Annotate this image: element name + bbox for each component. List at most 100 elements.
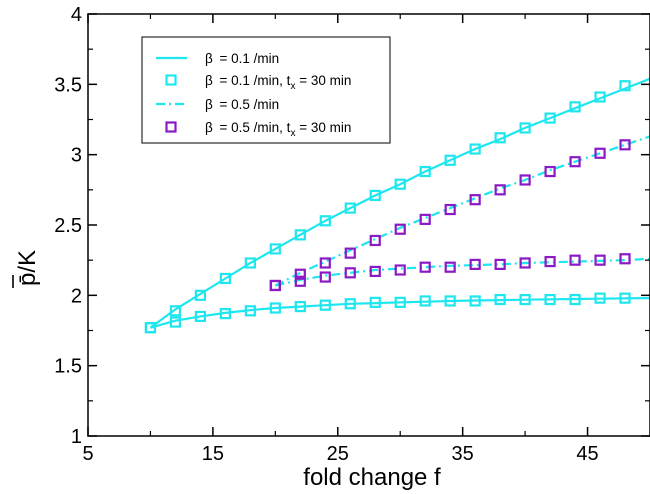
legend-beta: β xyxy=(205,51,213,66)
y-tick-label: 1 xyxy=(71,426,82,448)
y-tick-label: 1.5 xyxy=(54,356,82,378)
series-3-marker xyxy=(569,156,581,168)
series-1-marker xyxy=(319,215,331,227)
series-1-marker xyxy=(569,101,581,113)
series-3-marker xyxy=(444,261,456,273)
series-1-marker xyxy=(169,305,182,317)
series-1-marker xyxy=(244,257,256,269)
series-1-marker xyxy=(219,308,231,320)
series-3-marker xyxy=(294,275,306,287)
series-3-marker xyxy=(569,254,581,266)
series-3-marker xyxy=(344,267,356,279)
series-1-marker xyxy=(594,91,606,103)
series-1-marker xyxy=(569,293,581,306)
legend-marker-1 xyxy=(165,74,177,86)
series-3-marker xyxy=(319,257,331,269)
x-tick-label: 25 xyxy=(327,443,349,465)
series-1-marker xyxy=(194,310,206,323)
plot-data xyxy=(144,77,650,334)
series-0-line-0 xyxy=(149,77,650,329)
series-1-marker xyxy=(394,178,406,190)
series-3-marker xyxy=(469,258,481,270)
legend-label-2: β = 0.5 /min xyxy=(205,97,279,112)
series-1-marker xyxy=(144,322,157,334)
x-tick-label: 5 xyxy=(82,443,93,465)
legend-subscript: x xyxy=(290,128,295,139)
legend-label-3: β = 0.5 /min, tx = 30 min xyxy=(205,120,351,139)
series-1-marker xyxy=(494,132,506,144)
legend-label-1: β = 0.1 /min, tx = 30 min xyxy=(205,73,351,92)
x-axis-label: fold change f xyxy=(303,464,441,491)
y-tick-label: 2.5 xyxy=(54,215,82,237)
series-1-marker xyxy=(294,300,306,313)
series-1-marker xyxy=(319,299,331,311)
series-1-marker xyxy=(419,165,431,178)
series-1-marker xyxy=(544,112,556,124)
series-3-marker xyxy=(344,247,356,259)
x-tick-label: 45 xyxy=(576,443,598,465)
series-2-line-0 xyxy=(274,135,650,287)
series-3-marker xyxy=(369,265,381,278)
series-3-marker xyxy=(269,279,281,292)
y-tick-label: 3 xyxy=(71,145,82,167)
series-3-marker xyxy=(394,223,406,235)
series-3-marker xyxy=(419,261,431,273)
series-1-marker xyxy=(269,302,281,314)
legend-beta: β xyxy=(205,73,213,88)
legend-suffix: = 30 min xyxy=(295,73,351,88)
series-3-marker xyxy=(544,255,556,268)
legend-box xyxy=(141,36,391,144)
y-axis-label: p̄/K xyxy=(14,250,41,286)
series-1-marker xyxy=(269,243,281,255)
series-1-marker xyxy=(519,293,531,306)
series-1-marker xyxy=(369,296,381,308)
series-3-marker xyxy=(494,258,506,270)
legend-subscript: x xyxy=(290,81,295,92)
series-1-marker xyxy=(394,296,406,308)
series-1-marker xyxy=(419,295,431,307)
legend-text: = 0.5 /min xyxy=(216,97,279,112)
series-1-marker xyxy=(619,292,631,304)
series-3-marker xyxy=(394,264,406,276)
axis-ticks: 5 15 25 35 45 1 1.5 2 2.5 3 3.5 4 xyxy=(54,4,650,465)
legend-label-0: β = 0.1 /min xyxy=(205,51,279,66)
series-3-marker xyxy=(619,253,631,265)
y-tick-label: 4 xyxy=(71,4,82,26)
series-1-marker xyxy=(219,272,231,285)
series-3-marker xyxy=(319,271,331,283)
legend-text: = 0.5 /min, t xyxy=(216,120,291,135)
x-tick-label: 15 xyxy=(202,443,224,465)
series-1-marker xyxy=(594,292,606,304)
series-0-line-1 xyxy=(150,297,650,329)
series-1-marker xyxy=(494,293,506,306)
series-3-marker xyxy=(419,213,431,225)
legend-beta: β xyxy=(205,120,213,135)
series-1-marker xyxy=(344,202,356,214)
legend-marker-3 xyxy=(165,121,177,133)
series-1-marker xyxy=(369,189,381,202)
series-1-marker xyxy=(194,289,206,301)
series-3-marker xyxy=(619,139,631,151)
x-tick-label: 35 xyxy=(452,443,474,465)
series-1-marker xyxy=(244,305,256,317)
series-3-marker xyxy=(594,254,606,266)
series-3-marker xyxy=(519,174,531,186)
y-tick-label: 2 xyxy=(71,285,82,307)
series-3-marker xyxy=(369,234,381,247)
series-3-marker xyxy=(544,165,556,178)
legend-text: = 0.1 /min, t xyxy=(216,73,291,88)
series-3-marker xyxy=(469,194,481,206)
legend-suffix: = 30 min xyxy=(295,120,351,135)
series-3-marker xyxy=(594,147,606,159)
legend-text: = 0.1 /min xyxy=(216,51,279,66)
legend-beta: β xyxy=(205,97,213,112)
series-1-marker xyxy=(344,298,356,310)
series-1-marker xyxy=(169,316,182,328)
series-1-marker xyxy=(544,293,556,306)
series-1-marker xyxy=(444,154,456,166)
y-tick-label: 3.5 xyxy=(54,74,82,96)
series-3-marker xyxy=(519,257,531,269)
series-1-marker xyxy=(469,143,481,155)
